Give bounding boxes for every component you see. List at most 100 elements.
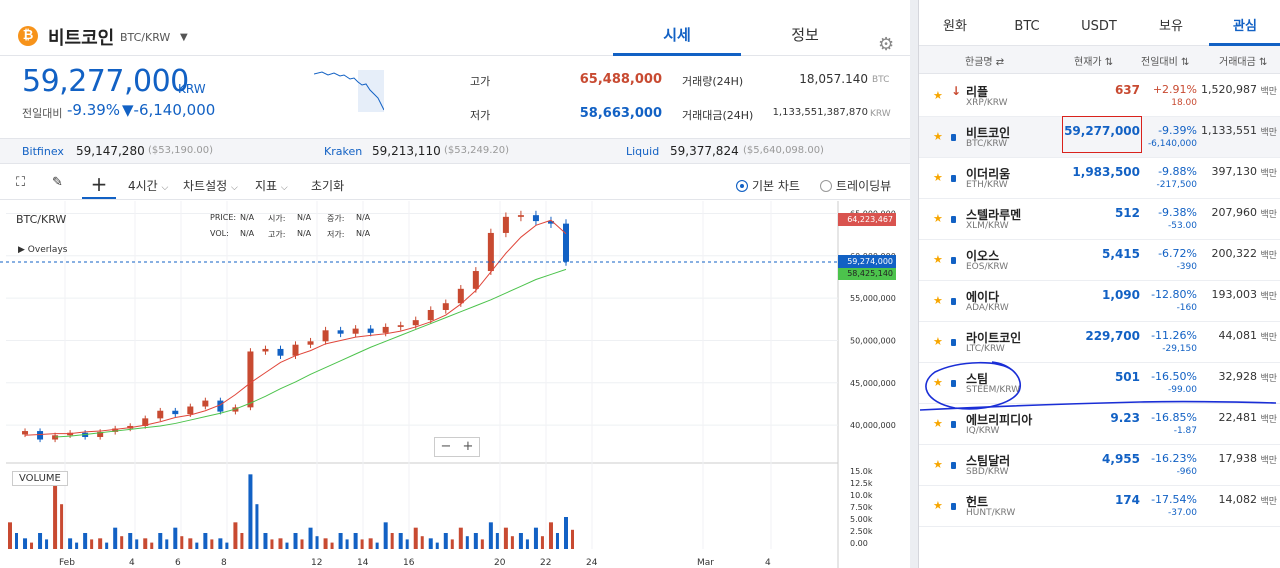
volume-bar [510,536,514,549]
pencil-icon[interactable]: ✎ [52,175,63,190]
y-tick-label: 45,000,000 [850,379,896,388]
tab-favorites[interactable]: 관심 [1209,8,1280,46]
sort-volume[interactable]: 거래대금 ⇅ [1219,57,1268,68]
volume-bar [413,527,418,549]
amount-value: 1,133,551,387,870 [772,107,868,118]
volume-bar [83,533,88,549]
coin-symbol: XRP/KRW [966,98,1008,108]
star-icon[interactable]: ★ [933,417,943,430]
list-item[interactable]: ★ 스팀 STEEM/KRW 501 -16.50% -99.00 32,928 백만 [919,363,1280,404]
coin-price: 1,090 [1102,288,1140,302]
volume-bar [60,504,64,549]
volume-bar [105,542,109,549]
exchange-name[interactable]: Liquid [626,145,660,158]
candle [322,330,329,342]
list-item[interactable]: ★ 에브리피디아 IQ/KRW 9.23 -16.85% -1.87 22,481 백만 [919,404,1280,445]
x-tick-label: 16 [403,558,415,568]
basic-chart-label: 기본 차트 [752,179,800,193]
volume-bar [165,539,169,549]
chart-icon[interactable] [951,380,956,387]
x-tick-label: 4 [765,558,771,568]
candle [563,223,569,262]
candle [442,303,449,310]
chart-icon[interactable] [951,421,956,428]
chart-icon[interactable] [951,257,956,264]
sort-price[interactable]: 현재가 ⇅ [1074,57,1114,68]
volume-label: VOLUME [12,471,68,486]
current-price: 59,277,000 [22,64,189,99]
list-item[interactable]: ★ 스팀달러 SBD/KRW 4,955 -16.23% -960 17,938 백만 [919,445,1280,486]
tab-holdings[interactable]: 보유 [1159,19,1183,34]
coin-name: 이더리움 [966,167,1011,181]
list-item[interactable]: ★ 이더리움 ETH/KRW 1,983,500 -9.88% -217,500 397,1… [919,158,1280,199]
interval-select[interactable]: 4시간 ⌵ [128,177,168,194]
chart-icon[interactable] [951,216,956,223]
star-icon[interactable]: ★ [933,212,943,225]
zoom-out-button[interactable]: − [440,439,452,454]
exchange-name[interactable]: Kraken [324,145,363,158]
star-icon[interactable]: ★ [933,253,943,266]
indicators-select[interactable]: 지표 ⌵ [255,177,288,194]
coin-name: 리플 [966,85,989,99]
chart-icon[interactable] [951,339,956,346]
ohlc-na: N/A [356,213,371,222]
fullscreen-icon[interactable]: ⛶ [16,175,26,190]
zoom-in-button[interactable]: + [462,439,474,454]
chart-icon[interactable] [951,175,956,182]
tab-btc[interactable]: BTC [1014,19,1040,34]
mini-sparkline [314,70,384,112]
crosshair-icon[interactable]: + [82,172,116,199]
star-icon[interactable]: ★ [933,89,943,102]
star-icon[interactable]: ★ [933,130,943,143]
tradingview-radio[interactable]: 트레이딩뷰 [820,177,891,194]
chart-settings-select[interactable]: 차트설정 ⌵ [183,177,238,194]
chart-toolbar: ⛶ ✎ + 4시간 ⌵ 차트설정 ⌵ 지표 ⌵ 초기화 기본 차트 트레이딩뷰 [0,170,910,200]
volume-bar [330,542,334,549]
coin-volume: 397,130 [1211,165,1258,178]
list-item[interactable]: ★ ↓ 리플 XRP/KRW 637 +2.91% 18.00 1,520,987 백만 [919,76,1280,117]
list-item[interactable]: ★ 라이트코인 LTC/KRW 229,700 -11.26% -29,150 44,081… [919,322,1280,363]
gear-icon[interactable]: ⚙ [878,34,895,55]
sort-name[interactable]: 한글명 ⇄ [965,57,1005,68]
chart-icon[interactable] [951,503,956,510]
star-icon[interactable]: ★ [933,294,943,307]
list-item[interactable]: ★ 에이다 ADA/KRW 1,090 -12.80% -160 193,003 백만 [919,281,1280,322]
basic-chart-radio[interactable]: 기본 차트 [736,177,800,194]
reset-button[interactable]: 초기화 [311,179,345,193]
chevron-down-icon: ⌵ [161,183,169,193]
volume-bar [188,538,193,549]
x-tick-label: 6 [175,558,181,568]
list-item[interactable]: ★ 이오스 EOS/KRW 5,415 -6.72% -390 200,322 백만 [919,240,1280,281]
zoom-control: − + [434,437,480,457]
star-icon[interactable]: ★ [933,458,943,471]
tab-quote[interactable]: 시세 [613,16,741,56]
list-item[interactable]: ★ 스텔라루멘 XLM/KRW 512 -9.38% -53.00 207,960 백만 [919,199,1280,240]
list-item[interactable]: ★ 비트코인 BTC/KRW 59,277,000 -9.39% -6,140,000 1,… [919,117,1280,158]
price-chart[interactable]: 65,000,00060,000,00055,000,00050,000,000… [0,201,910,568]
coin-price: 1,983,500 [1072,165,1140,179]
tab-krw[interactable]: 원화 [943,19,967,34]
triangle-down-icon[interactable]: ▼ [180,32,188,43]
candle [352,328,359,334]
exchange-name[interactable]: Bitfinex [22,145,64,158]
chart-icon[interactable] [951,462,956,469]
volume-bar [564,517,568,549]
chart-icon[interactable] [951,298,956,305]
star-icon[interactable]: ★ [933,499,943,512]
candle [202,400,209,407]
volume-bar [255,504,259,549]
bitcoin-logo-icon: ₿ [18,26,38,46]
sort-change[interactable]: 전일대비 ⇅ [1141,57,1190,68]
chart-icon[interactable] [951,134,956,141]
tab-usdt[interactable]: USDT [1081,19,1117,34]
star-icon[interactable]: ★ [933,171,943,184]
list-item[interactable]: ★ 헌트 HUNT/KRW 174 -17.54% -37.00 14,082 백만 [919,486,1280,527]
y-tick-label: 55,000,000 [850,294,896,303]
overlays-toggle[interactable]: ▶ Overlays [18,245,68,255]
tab-info[interactable]: 정보 [791,26,819,44]
high-price-tag: 64,223,467 [838,213,896,226]
star-icon[interactable]: ★ [933,376,943,389]
coin-change-pct: -11.26% [1151,329,1197,342]
star-icon[interactable]: ★ [933,335,943,348]
coin-change-abs: -1.87 [1173,426,1197,436]
